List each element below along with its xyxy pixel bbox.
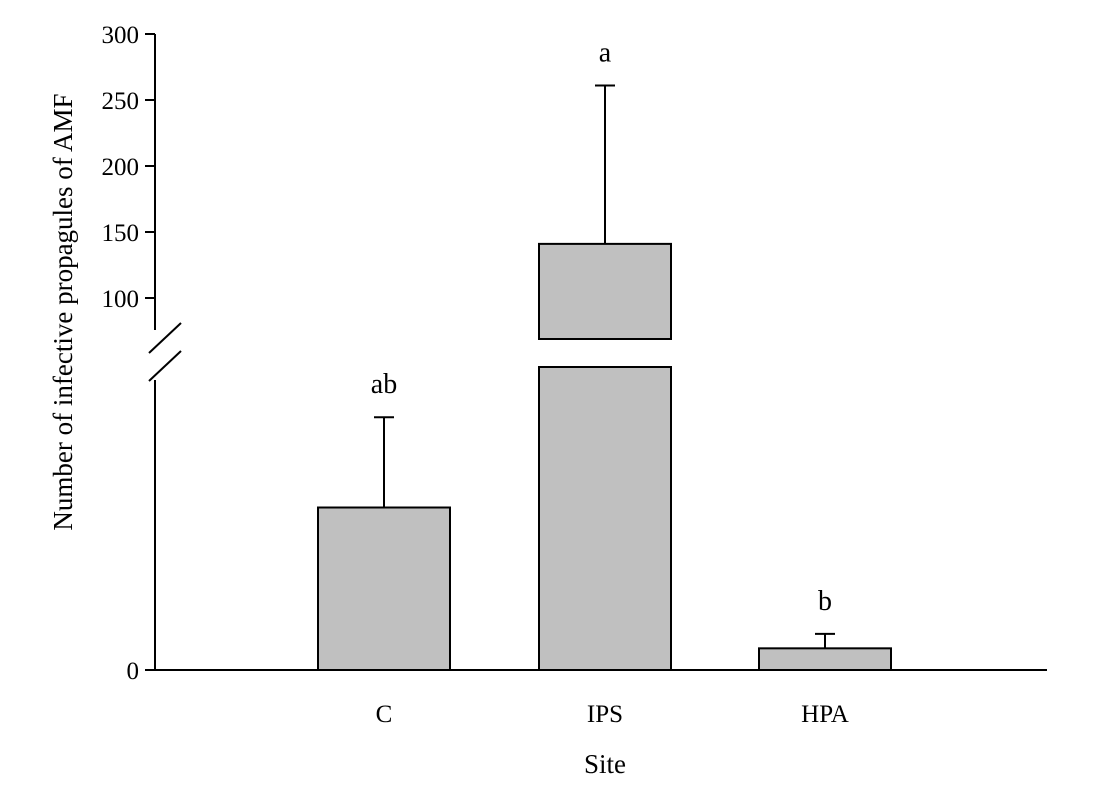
y-tick-label: 150 (102, 220, 140, 247)
x-axis-label: Site (584, 749, 626, 779)
y-axis-break-mark (148, 350, 182, 382)
y-tick-label: 300 (102, 22, 140, 49)
bar-c (317, 506, 451, 671)
y-axis-break-mark (148, 322, 182, 354)
bar-ips-upper (538, 242, 672, 341)
bar-ips-lower (538, 366, 672, 671)
x-category-label: HPA (801, 701, 849, 728)
significance-label-ips: a (599, 37, 612, 68)
y-ticks: 0 100 150 200 250 300 (102, 22, 155, 685)
y-tick-label: 200 (102, 154, 140, 181)
bar-hpa (758, 647, 892, 671)
x-category-label: IPS (587, 701, 623, 728)
x-category-label: C (376, 701, 393, 728)
y-tick-label: 0 (127, 658, 140, 685)
y-tick-label: 100 (102, 286, 140, 313)
y-tick-label: 250 (102, 88, 140, 115)
x-categories: C IPS HPA (376, 701, 849, 728)
significance-label-c: ab (371, 369, 397, 400)
significance-label-hpa: b (818, 586, 832, 617)
y-axis-label: Number of infective propagules of AMF (48, 93, 78, 530)
